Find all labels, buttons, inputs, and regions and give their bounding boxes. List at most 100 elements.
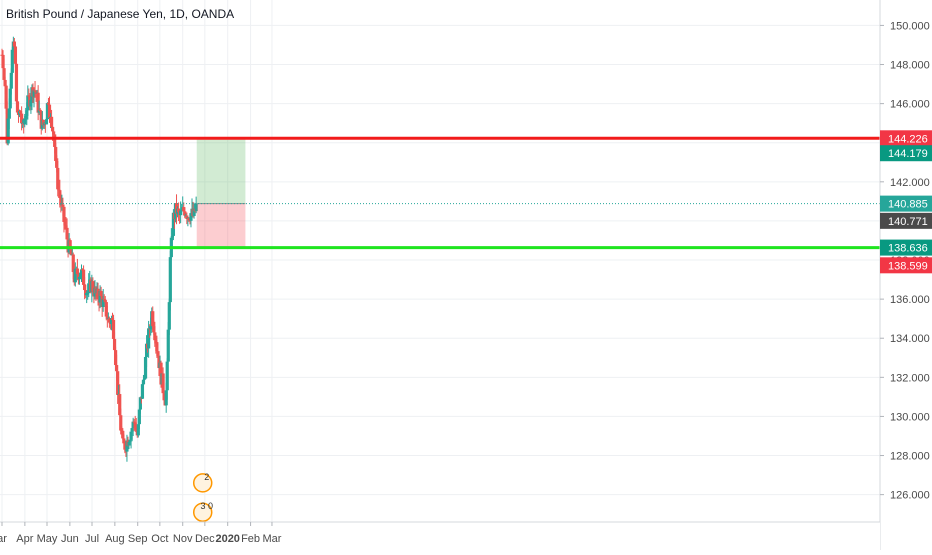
event-badge-icon	[192, 502, 213, 522]
candle-body	[75, 268, 79, 275]
candle-body	[131, 421, 135, 429]
candle-body	[53, 134, 57, 147]
y-tick-label: 132.000	[890, 372, 930, 384]
candle-body	[45, 103, 50, 120]
candle-body	[36, 92, 40, 113]
y-tick-label: 136.000	[890, 294, 930, 306]
candle-body	[8, 88, 12, 109]
candle-body	[91, 281, 95, 292]
price-label-box	[880, 257, 932, 274]
y-tick-label: 130.000	[890, 411, 930, 423]
candle-body	[81, 269, 86, 285]
candle-body	[113, 350, 118, 366]
price-label-box	[880, 145, 932, 162]
candle-body	[138, 397, 142, 410]
time-axis-background	[0, 522, 880, 550]
y-tick-label: 148.000	[890, 60, 930, 72]
candle-body	[65, 227, 69, 240]
candle-body	[125, 440, 129, 452]
candle-body	[122, 438, 126, 444]
candle-body	[14, 63, 19, 102]
x-tick-label: Mar	[262, 533, 281, 545]
candle-body	[144, 343, 149, 357]
candle-body	[171, 212, 176, 236]
candle-body	[192, 208, 196, 217]
candle-body	[83, 284, 87, 291]
candle-body	[165, 361, 169, 391]
candle-body	[141, 379, 146, 385]
candle-body	[56, 167, 60, 190]
x-tick-label: 2020	[215, 533, 239, 545]
event-badge-icon	[192, 473, 213, 493]
candle-body	[179, 210, 183, 216]
candle-body	[167, 302, 171, 330]
candle-body	[194, 203, 198, 212]
candle-body	[134, 427, 138, 430]
candle-body	[136, 424, 140, 436]
candle-body	[23, 118, 27, 125]
candle-body	[102, 298, 106, 300]
candle-body	[110, 318, 115, 321]
y-tick-label: 128.000	[890, 451, 930, 463]
price-label-box	[880, 239, 932, 256]
candle-body	[59, 197, 63, 205]
candle-body	[152, 326, 156, 333]
candle-body	[46, 103, 51, 105]
y-tick-label: 146.000	[890, 99, 930, 111]
candle-body	[147, 328, 151, 349]
candle-body	[4, 85, 8, 109]
candle-body	[7, 108, 11, 119]
candle-body	[47, 104, 52, 119]
x-tick-label: ar	[0, 533, 7, 545]
candle-body	[111, 320, 116, 339]
price-label: 138.599	[888, 260, 928, 272]
candle-body	[71, 254, 75, 273]
x-tick-label: Nov	[173, 533, 193, 545]
x-tick-label: Dec	[195, 533, 215, 545]
candle-body	[176, 208, 181, 213]
candle-body	[62, 206, 66, 222]
candle-body	[130, 428, 134, 432]
price-axis-background	[880, 0, 932, 550]
candle-body	[68, 240, 72, 250]
candle-body	[118, 394, 122, 416]
candle-body	[101, 298, 105, 307]
candle-body	[12, 41, 16, 47]
candle-body	[20, 113, 24, 124]
candle-body	[103, 299, 107, 303]
price-label: 140.885	[888, 199, 928, 211]
candle-body	[182, 207, 186, 212]
candle-body	[166, 329, 170, 362]
candle-body	[99, 290, 103, 297]
event-badge-label: 3 0	[200, 501, 213, 511]
candle-body	[96, 288, 100, 300]
candle-body	[119, 415, 123, 431]
candle-body	[164, 390, 168, 406]
candle-body	[49, 116, 54, 127]
candle-body	[57, 189, 61, 191]
candle-body	[63, 221, 67, 226]
candle-body	[137, 409, 141, 425]
candle-body	[34, 91, 38, 94]
x-tick-label: Sep	[128, 533, 148, 545]
candle-body	[87, 283, 91, 294]
candle-body	[52, 131, 56, 135]
candle-body	[142, 378, 147, 380]
candle-body	[61, 204, 65, 207]
price-label-box	[880, 195, 932, 212]
candle-body	[84, 290, 88, 296]
candle-body	[73, 268, 77, 283]
candle-body	[3, 79, 7, 86]
candle-body	[133, 422, 137, 428]
candle-body	[98, 290, 102, 303]
candle-body	[127, 441, 131, 446]
candle-body	[140, 384, 145, 399]
candle-body	[50, 126, 55, 132]
position-stop-zone	[196, 203, 246, 248]
candle-body	[151, 311, 155, 327]
candle-body	[168, 257, 172, 303]
candle-body	[64, 225, 68, 228]
candle-body	[27, 95, 31, 97]
